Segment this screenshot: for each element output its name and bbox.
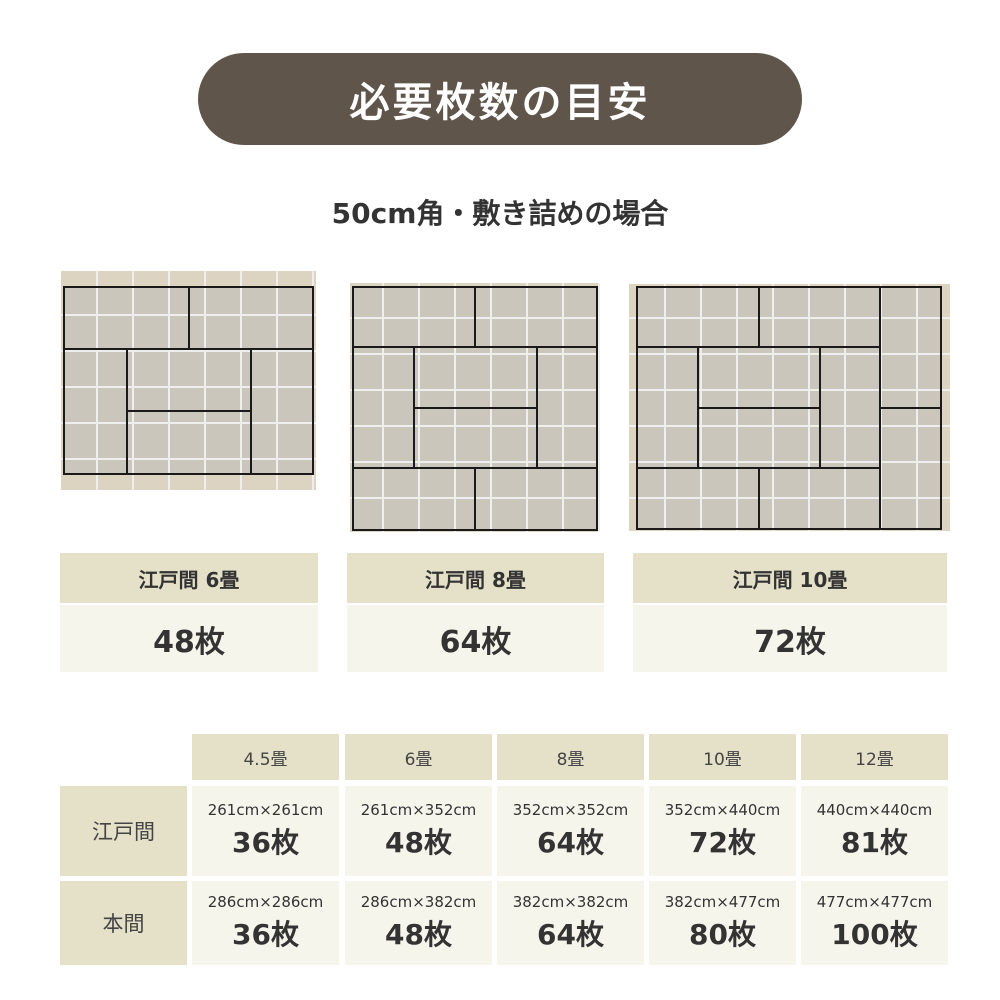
room-dimensions: 352cm×352cm <box>512 801 629 819</box>
table-cell: 352cm×440cm 72枚 <box>649 786 796 876</box>
row-header: 江戸間 <box>60 786 187 876</box>
row-header: 本間 <box>60 881 187 965</box>
room-dimensions: 261cm×352cm <box>360 801 477 819</box>
example-room-label: 江戸間 8畳 <box>347 553 604 603</box>
example-room-label: 江戸間 6畳 <box>60 553 318 603</box>
table-cell: 286cm×382cm 48枚 <box>345 881 492 965</box>
room-dimensions: 382cm×382cm <box>512 893 629 911</box>
table-cell: 440cm×440cm 81枚 <box>801 786 948 876</box>
column-header: 6畳 <box>345 734 492 780</box>
table-cell: 477cm×477cm 100枚 <box>801 881 948 965</box>
table-cell: 382cm×382cm 64枚 <box>497 881 644 965</box>
room-dimensions: 440cm×440cm <box>816 801 933 819</box>
tile-count: 64枚 <box>537 826 604 859</box>
tile-count: 80枚 <box>689 918 756 951</box>
room-dimensions: 261cm×261cm <box>207 801 324 819</box>
tile-count: 36枚 <box>232 918 299 951</box>
example-count: 72枚 <box>633 605 947 672</box>
tatami-layout-diagrams <box>61 271 950 532</box>
section-subtitle: 50cm角・敷き詰めの場合 <box>331 197 669 230</box>
table-cell: 261cm×261cm 36枚 <box>192 786 339 876</box>
column-header: 4.5畳 <box>192 734 339 780</box>
example-count: 64枚 <box>347 605 604 672</box>
tile-count: 64枚 <box>537 918 604 951</box>
table-cell: 382cm×477cm 80枚 <box>649 881 796 965</box>
table-cell: 286cm×286cm 36枚 <box>192 881 339 965</box>
room-dimensions: 352cm×440cm <box>664 801 781 819</box>
column-header: 10畳 <box>649 734 796 780</box>
example-count: 48枚 <box>60 605 318 672</box>
column-header: 12畳 <box>801 734 948 780</box>
table-cell: 261cm×352cm 48枚 <box>345 786 492 876</box>
tile-count: 48枚 <box>385 918 452 951</box>
room-dimensions: 286cm×382cm <box>360 893 477 911</box>
tile-count: 36枚 <box>232 826 299 859</box>
table-cell: 352cm×352cm 64枚 <box>497 786 644 876</box>
tile-count: 72枚 <box>689 826 756 859</box>
tile-count: 81枚 <box>841 826 908 859</box>
tile-count: 100枚 <box>831 918 918 951</box>
example-room-label: 江戸間 10畳 <box>633 553 947 603</box>
tile-count: 48枚 <box>385 826 452 859</box>
column-header: 8畳 <box>497 734 644 780</box>
room-dimensions: 382cm×477cm <box>664 893 781 911</box>
room-dimensions: 286cm×286cm <box>207 893 324 911</box>
section-title: 必要枚数の目安 <box>198 53 802 145</box>
room-dimensions: 477cm×477cm <box>816 893 933 911</box>
